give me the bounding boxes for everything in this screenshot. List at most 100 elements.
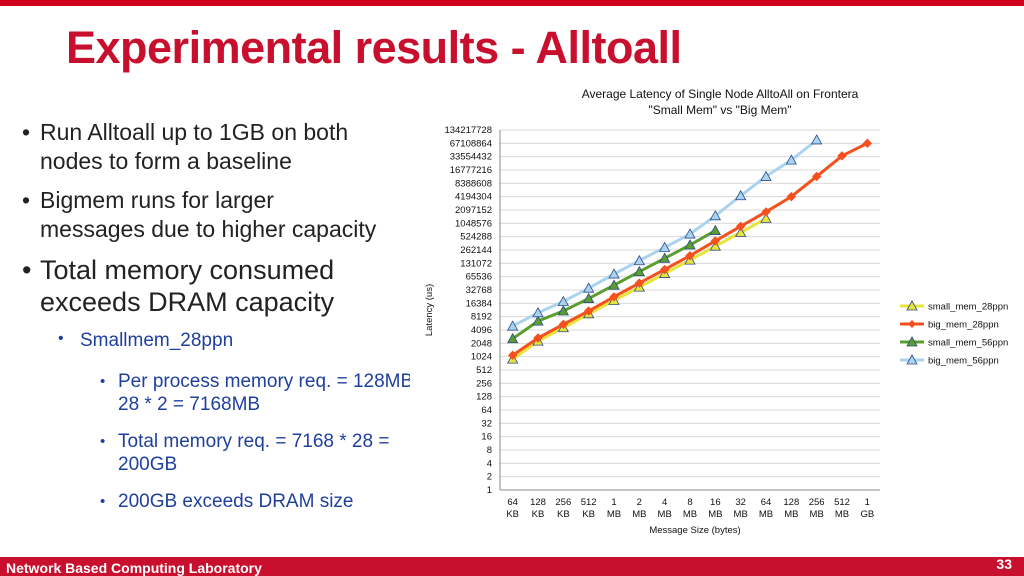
bullet-dot: • (58, 330, 64, 347)
data-point-big_mem_56ppn (658, 241, 671, 252)
sub-sub-bullet-line: Total memory req. = 7168 * 28 = (118, 431, 390, 452)
x-axis-title: Message Size (bytes) (649, 525, 740, 536)
bullet-line: exceeds DRAM capacity (40, 287, 335, 317)
data-point-big_mem_56ppn (557, 295, 570, 306)
data-point-big_mem_28ppn (786, 191, 797, 202)
bullet-dot: • (22, 187, 31, 213)
x-tick-label: 256 MB (809, 497, 825, 520)
chart-subtitle: "Small Mem" vs "Big Mem" (648, 103, 792, 117)
data-point-big_mem_56ppn (760, 170, 772, 181)
sub-sub-bullet: • Total memory req. = 7168 * 28 = 200GB (18, 430, 410, 476)
sub-sub-bullet-line: Per process memory req. = 128MB * (118, 371, 410, 392)
y-tick-label: 8192 (471, 312, 492, 323)
sub-sub-bullet: • Per process memory req. = 128MB * 28 *… (18, 370, 410, 416)
footer-lab-name: Network Based Computing Laboratory (6, 560, 262, 576)
data-point-big_mem_28ppn (659, 264, 670, 275)
legend-marker-big_mem_28ppn (908, 320, 916, 328)
x-tick-label: 2 MB (632, 497, 646, 520)
legend-label: big_mem_28ppn (928, 320, 999, 331)
data-point-small_mem_56ppn (709, 224, 722, 235)
y-tick-label: 524288 (460, 232, 492, 243)
legend-label: small_mem_28ppn (928, 302, 1008, 313)
data-point-big_mem_56ppn (734, 189, 747, 201)
y-tick-label: 64 (481, 405, 492, 416)
data-point-big_mem_28ppn (609, 292, 619, 302)
data-point-small_mem_56ppn (658, 252, 671, 263)
bullet-dot: • (22, 255, 32, 285)
y-tick-label: 256 (476, 378, 492, 389)
y-tick-label: 8 (487, 445, 492, 456)
y-tick-label: 2 (487, 472, 492, 483)
legend-label: small_mem_56ppn (928, 338, 1008, 349)
sub-sub-bullet: • 200GB exceeds DRAM size (18, 490, 410, 513)
x-tick-label: 32 MB (734, 497, 748, 520)
legend-marker-small_mem_28ppn (906, 300, 918, 311)
y-tick-label: 8388608 (455, 178, 492, 189)
bullet-dot: • (22, 119, 31, 145)
data-point-big_mem_56ppn (506, 320, 519, 331)
data-point-small_mem_56ppn (532, 315, 544, 326)
footer-bar (0, 557, 1024, 576)
data-point-big_mem_56ppn (582, 282, 595, 293)
data-point-big_mem_56ppn (709, 209, 722, 221)
legend-marker-small_mem_56ppn (906, 336, 918, 347)
data-point-small_mem_56ppn (608, 279, 620, 290)
y-tick-label: 1048576 (455, 218, 492, 229)
sub-sub-bullet-line: 200GB exceeds DRAM size (118, 491, 354, 512)
y-tick-label: 16777216 (450, 165, 492, 176)
y-tick-label: 4096 (471, 325, 492, 336)
y-tick-label: 1 (487, 485, 492, 496)
x-tick-label: 16 MB (708, 497, 722, 520)
data-point-small_mem_56ppn (506, 332, 519, 344)
sub-bullet: • Smallmem_28ppn (18, 330, 410, 352)
y-tick-label: 134217728 (444, 125, 492, 136)
chart-title-block: Average Latency of Single Node AlltoAll … (540, 86, 900, 118)
x-tick-label: 64 KB (506, 497, 519, 520)
x-tick-label: 256 KB (555, 497, 571, 520)
bullet-line: Bigmem runs for larger (40, 187, 274, 213)
y-tick-label: 4 (487, 458, 492, 469)
y-tick-label: 32 (481, 418, 492, 429)
latency-chart: 1 2 4 8 16 32 64 128 256 512 1024 2048 4096 8192 16384… (424, 125, 1008, 536)
top-accent-bar (0, 0, 1024, 6)
data-point-big_mem_28ppn (735, 221, 746, 231)
data-point-big_mem_28ppn (533, 333, 543, 343)
data-point-big_mem_28ppn (558, 319, 569, 330)
data-point-big_mem_56ppn (785, 154, 798, 165)
page-number: 33 (996, 556, 1012, 572)
x-tick-label: 8 MB (683, 497, 697, 520)
y-tick-label: 2097152 (455, 205, 492, 216)
y-tick-label: 2048 (471, 338, 492, 349)
legend-marker-big_mem_56ppn (906, 354, 918, 365)
bullet-line: messages due to higher capacity (40, 216, 377, 242)
x-tick-label: 4 MB (658, 497, 672, 520)
bullet-dot: • (100, 373, 106, 390)
bullet-list: • Run Alltoall up to 1GB on both nodes t… (18, 118, 410, 518)
x-tick-label: 1 GB (860, 497, 874, 520)
data-point-small_mem_56ppn (633, 265, 646, 277)
x-tick-label: 128 KB (530, 497, 546, 520)
y-tick-label: 16 (481, 432, 492, 443)
data-point-big_mem_56ppn (810, 134, 823, 145)
chart-title: Average Latency of Single Node AlltoAll … (581, 87, 859, 101)
bullet-bigmem: • Bigmem runs for larger messages due to… (18, 186, 410, 244)
series-line-big_mem_56ppn (511, 138, 818, 328)
data-point-small_mem_28ppn (709, 240, 722, 251)
data-point-big_mem_28ppn (710, 236, 721, 246)
bullet-dot: • (100, 433, 106, 450)
y-axis-title: Latency (us) (424, 284, 435, 336)
y-tick-label: 65536 (466, 272, 492, 283)
x-tick-label: 512 MB (834, 497, 850, 520)
bullet-memory: • Total memory consumed exceeds DRAM cap… (18, 254, 410, 318)
data-point-big_mem_56ppn (608, 268, 620, 279)
bullet-line: Total memory consumed (40, 255, 335, 285)
y-tick-label: 33554432 (450, 152, 492, 163)
y-tick-label: 16384 (466, 298, 492, 309)
data-point-big_mem_56ppn (684, 228, 696, 239)
y-tick-label: 1024 (471, 352, 492, 363)
data-point-big_mem_28ppn (811, 171, 822, 182)
x-tick-label: 128 MB (783, 497, 799, 520)
data-point-big_mem_28ppn (837, 151, 847, 161)
y-tick-label: 262144 (460, 245, 492, 256)
data-point-small_mem_28ppn (734, 226, 747, 237)
